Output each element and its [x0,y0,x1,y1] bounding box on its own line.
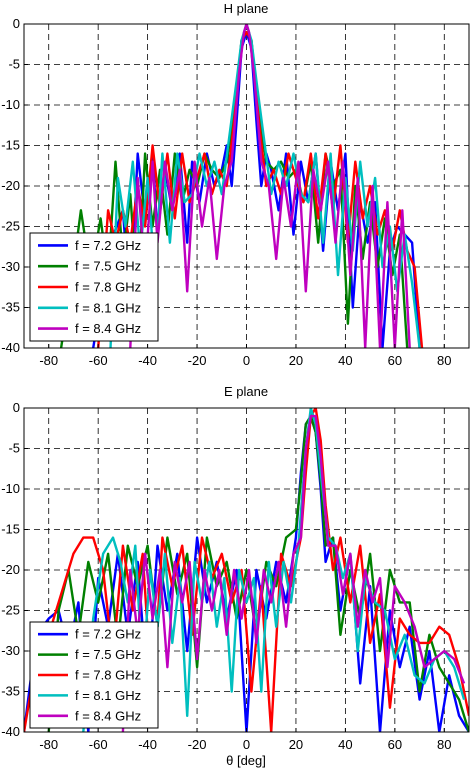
legend-label: f = 7.2 GHz [75,627,141,642]
y-tick-label: -25 [1,219,20,234]
y-tick-label: -15 [1,522,20,537]
h-plane-panel: H plane -80 -60 -40 -20 0 20 40 60 80 0 -5 -10 -15 -2… [1,1,470,368]
y-tick-label: -10 [1,97,20,112]
y-tick-label: -35 [1,300,20,315]
y-tick-label: -25 [1,603,20,618]
x-tick-label: -80 [39,737,58,752]
legend-label: f = 7.5 GHz [75,647,141,662]
x-tick-label: 60 [388,737,402,752]
x-axis-label: θ [deg] [226,753,266,768]
x-tick-label: -40 [138,353,157,368]
x-tick-label: 0 [243,353,250,368]
x-tick-label: -40 [138,737,157,752]
x-tick-label: -80 [39,353,58,368]
y-tick-label: 0 [13,400,20,415]
series-line-4 [121,414,466,732]
y-tick-label: 0 [13,16,20,31]
x-tick-label: 40 [338,737,352,752]
series-line-4 [129,24,411,348]
legend: f = 7.2 GHz f = 7.5 GHz f = 7.8 GHz f = 8.1… [29,232,159,342]
x-tick-label: 20 [289,737,303,752]
x-tick-label: 80 [437,353,451,368]
series-line-3 [82,408,466,732]
legend-label: f = 8.1 GHz [75,688,141,703]
legend-label: f = 8.4 GHz [75,321,141,336]
x-tick-label: -60 [89,353,108,368]
e-plane-panel: E plane θ [deg] -80 -60 -40 -20 0 20 40 60 80 0 -5… [1,384,470,768]
y-tick-label: -5 [8,441,20,456]
x-tick-label: 0 [243,737,250,752]
y-tick-label: -5 [8,57,20,72]
y-tick-label: -15 [1,138,20,153]
y-tick-label: -20 [1,178,20,193]
legend-label: f = 7.2 GHz [75,238,141,253]
y-tick-label: -40 [1,724,20,739]
legend-label: f = 7.8 GHz [75,280,141,295]
y-tick-label: -30 [1,643,20,658]
y-tick-label: -35 [1,684,20,699]
legend-label: f = 8.4 GHz [75,708,141,723]
legend-label: f = 8.1 GHz [75,300,141,315]
y-tick-label: -40 [1,340,20,355]
legend: f = 7.2 GHz f = 7.5 GHz f = 7.8 GHz f = 8.1… [29,621,159,729]
chart-title: H plane [224,1,269,16]
series-group [59,24,424,348]
x-tick-label: 80 [437,737,451,752]
y-tick-label: -10 [1,481,20,496]
chart-title: E plane [224,384,268,399]
legend-label: f = 7.8 GHz [75,668,141,683]
legend-label: f = 7.5 GHz [75,259,141,274]
x-tick-label: 60 [388,353,402,368]
y-tick-label: -20 [1,562,20,577]
x-tick-label: -20 [188,353,207,368]
y-tick-label: -30 [1,259,20,274]
x-tick-label: -20 [188,737,207,752]
x-tick-label: 40 [338,353,352,368]
x-tick-label: 20 [289,353,303,368]
x-tick-label: -60 [89,737,108,752]
